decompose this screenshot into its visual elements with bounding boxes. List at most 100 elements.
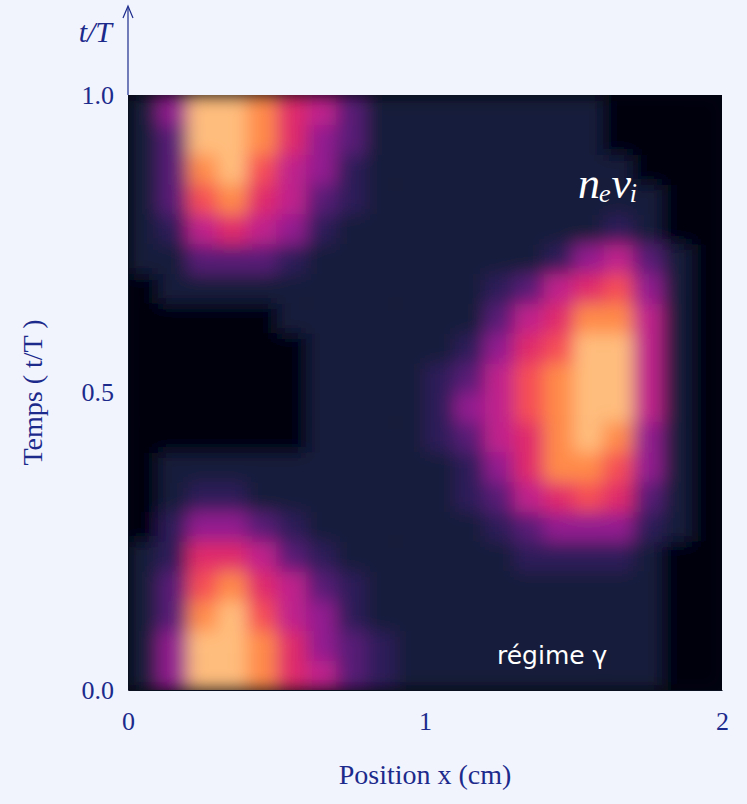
heatmap-cell [306,422,336,452]
heatmap-cell [633,660,663,690]
tick-label: 2 [716,707,729,736]
heatmap-cell [306,660,336,690]
heatmap-cell [663,571,693,601]
heatmap-cell [336,333,366,363]
heatmap-cell [336,541,366,571]
heatmap-cell [217,422,247,452]
heatmap-cell [455,184,485,214]
heatmap-cell [425,125,455,155]
heatmap-cell [158,631,188,661]
heatmap-cell [574,363,604,393]
heatmap-cell [306,631,336,661]
heatmap-cell [633,363,663,393]
heatmap-cell [217,452,247,482]
heatmap-cell [128,541,158,571]
heatmap-cell [366,393,396,423]
heatmap-cell [277,244,307,274]
heatmap-cell [603,125,633,155]
heatmap-cell [425,631,455,661]
heatmap-cell [484,125,514,155]
heatmap-cell [663,155,693,185]
heatmap-cell [395,333,425,363]
heatmap-cell [514,214,544,244]
heatmap-cell [366,571,396,601]
heatmap-cell [395,571,425,601]
heatmap-cell [514,452,544,482]
plot-background [128,95,722,690]
annotation: régime γ [497,641,608,670]
heatmap-cell [514,601,544,631]
heatmap-cell [574,125,604,155]
heatmap-cell [663,482,693,512]
heatmap-cell [395,303,425,333]
heatmap-cell [514,95,544,125]
heatmap-cell [128,184,158,214]
heatmap-cell [692,333,722,363]
heatmap-cell [128,155,158,185]
heatmap-cell [425,303,455,333]
heatmap-cell [692,660,722,690]
heatmap-cell [306,601,336,631]
heatmap-cell [277,541,307,571]
heatmap-cell [277,303,307,333]
heatmap-cell [247,363,277,393]
heatmap-cell [692,601,722,631]
heatmap-cell [395,601,425,631]
heatmap-cell [277,363,307,393]
heatmap-cell [128,422,158,452]
heatmap-cell [425,244,455,274]
title: nₑνᵢ [578,159,638,208]
heatmap-cell [455,214,485,244]
heatmap-cell [187,422,217,452]
heatmap-cell [187,363,217,393]
heatmap-cell [574,571,604,601]
heatmap-cell [366,363,396,393]
heatmap-cell [544,571,574,601]
heatmap-cell [366,512,396,542]
heatmap-cell [455,631,485,661]
heatmap-cell [217,660,247,690]
heatmap-cell [128,571,158,601]
y-tick: 1.0 [82,81,129,110]
heatmap-cell [336,214,366,244]
heatmap-cell [574,95,604,125]
heatmap-cell [633,482,663,512]
heatmap-cell [336,512,366,542]
heatmap-cell [484,363,514,393]
heatmap-cell [128,95,158,125]
heatmap-cell [336,125,366,155]
heatmap-cell [187,155,217,185]
axis-line [128,96,129,691]
heatmap-cell [484,244,514,274]
heatmap-cell [692,184,722,214]
heatmap-cell [603,333,633,363]
heatmap-cell [455,303,485,333]
heatmap-cell [277,214,307,244]
heatmap-cell [574,422,604,452]
heatmap-cell [336,422,366,452]
heatmap-cell [366,452,396,482]
heatmap-cell [633,512,663,542]
heatmap-cell [544,244,574,274]
heatmap-cell [544,95,574,125]
heatmap-cell [306,541,336,571]
heatmap-cell [187,482,217,512]
x-axis-title: Position x (cm) [339,759,512,790]
heatmap-cell [366,541,396,571]
heatmap-cell [366,660,396,690]
heatmap-cell [514,274,544,304]
heatmap-cell [574,214,604,244]
heatmap-cell [455,660,485,690]
heatmap-cell [336,452,366,482]
heatmap-cell [514,155,544,185]
heatmap-cell [306,303,336,333]
heatmap-cell [455,482,485,512]
heatmap-cell [247,512,277,542]
heatmap-cell [574,274,604,304]
heatmap-cell [247,274,277,304]
heatmap-cell [603,303,633,333]
heatmap-cell [603,214,633,244]
heatmap-cell [158,452,188,482]
heatmap-cell [128,660,158,690]
heatmap-cell [395,214,425,244]
